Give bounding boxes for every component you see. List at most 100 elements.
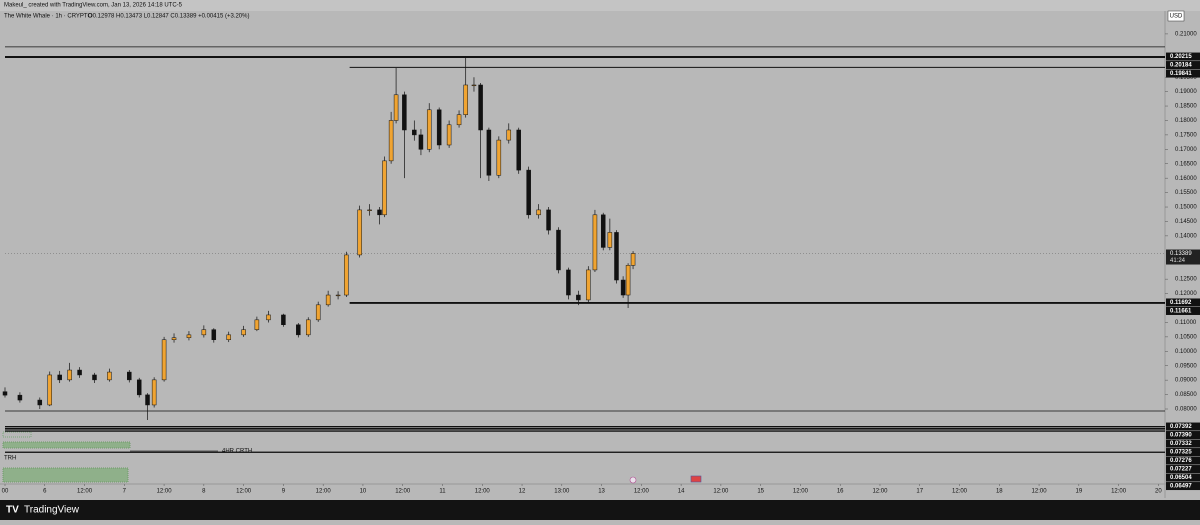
candle-body (201, 329, 207, 336)
x-tick-label: 12:00 (236, 489, 252, 495)
y-tick-label: 0.08500 (1175, 392, 1197, 398)
y-tick-label: 0.21000 (1175, 31, 1197, 37)
candle-body (254, 319, 260, 330)
y-tick-label: 0.10000 (1175, 349, 1197, 355)
level-tag (1166, 456, 1200, 465)
candle-body (127, 371, 132, 381)
annotation: TRH (4, 456, 16, 462)
level-label: 0.07276 (1170, 458, 1192, 464)
y-tick-label: 0.19000 (1175, 89, 1197, 95)
x-tick-label: 12:00 (713, 489, 729, 495)
level-tag (1166, 439, 1200, 448)
y-tick-label: 0.09000 (1175, 378, 1197, 384)
level-tag (1166, 473, 1200, 482)
candle-body (17, 394, 23, 401)
level-tag (1166, 465, 1200, 474)
x-tick-label: 12:00 (872, 489, 888, 495)
candle-body (600, 214, 606, 248)
candle-body (325, 294, 331, 306)
last-price-tag (1166, 249, 1200, 265)
candle-body (367, 209, 372, 211)
y-tick-label: 0.16500 (1175, 161, 1197, 167)
event-icon[interactable] (629, 476, 637, 484)
y-tick-label: 0.19500 (1175, 75, 1197, 81)
candle-body (402, 94, 407, 131)
event-icon[interactable] (690, 475, 702, 483)
candle-body (388, 120, 394, 162)
y-tick-label: 0.14500 (1175, 219, 1197, 225)
currency[interactable]: USD (1170, 14, 1183, 20)
y-tick-label: 0.11000 (1175, 320, 1197, 326)
candle-body (614, 232, 619, 281)
level-tag (1166, 298, 1200, 307)
level-label: 0.07390 (1170, 433, 1192, 439)
candle-body (586, 269, 591, 301)
zone-box (2, 467, 129, 483)
candle-body (516, 129, 521, 171)
x-tick-label: 18 (996, 489, 1003, 495)
x-tick-label: 8 (202, 489, 206, 495)
candle-body (186, 334, 192, 338)
candle-body (426, 109, 432, 150)
candle-body (630, 253, 636, 266)
candle-body (556, 229, 561, 271)
candle-body (607, 232, 613, 248)
y-tick-label: 0.17500 (1175, 132, 1197, 138)
level-tag (1166, 422, 1200, 431)
y-tick-label: 0.16000 (1175, 176, 1197, 182)
zone-box (2, 431, 32, 438)
x-tick-label: 12:00 (316, 489, 332, 495)
level-label: 0.07332 (1170, 441, 1192, 447)
candle-body (625, 265, 631, 296)
x-tick-label: 00 (2, 489, 9, 495)
x-tick-label: 12:00 (1111, 489, 1127, 495)
level-label: 0.06497 (1170, 484, 1192, 490)
candle-body (2, 391, 8, 396)
level-label: 0.07227 (1170, 467, 1192, 473)
ohlc: O0.12978 H0.13473 L0.12847 C0.13389 +0.0… (88, 14, 249, 20)
x-tick-label: 12:00 (1032, 489, 1048, 495)
y-tick-label: 0.12500 (1175, 277, 1197, 283)
level-label: 0.07392 (1170, 424, 1192, 430)
level-tag (1166, 448, 1200, 457)
candle-body (67, 369, 72, 381)
x-tick-label: 6 (43, 489, 47, 495)
candle-body (37, 399, 43, 406)
zone-box (2, 441, 131, 449)
x-tick-label: 13:00 (554, 489, 570, 495)
level-tag (1166, 306, 1200, 315)
currency-box[interactable] (1167, 10, 1185, 22)
level-label: 0.07325 (1170, 450, 1192, 456)
level-label: 0.20215 (1170, 54, 1192, 60)
candle-body (136, 379, 142, 396)
candle-body (335, 294, 341, 297)
candle-body (47, 374, 52, 406)
candle-body (151, 379, 157, 406)
x-tick-label: 19 (1075, 489, 1082, 495)
candle-body (446, 124, 452, 146)
x-tick-label: 12 (519, 489, 526, 495)
candle-body (241, 329, 246, 336)
candle-body (412, 129, 417, 136)
candle-body (357, 209, 362, 256)
level-label: 0.20184 (1170, 63, 1192, 69)
last-price-label: 0.13389 (1170, 251, 1192, 257)
level-tag (1166, 431, 1200, 440)
y-tick-label: 0.14000 (1175, 233, 1197, 239)
y-tick-label: 0.17000 (1175, 147, 1197, 153)
footer-bar (0, 500, 1200, 520)
x-tick-label: 12:00 (793, 489, 809, 495)
candle-body (161, 339, 167, 381)
candle-body (620, 279, 626, 296)
candle-body (456, 114, 462, 126)
y-tick-label: 0.18000 (1175, 118, 1197, 124)
level-tag (1166, 61, 1200, 70)
candle-body (344, 254, 349, 296)
credit: Makeul_ created with TradingView.com, Ja… (4, 3, 183, 9)
candle-body (57, 374, 62, 381)
level-label: 0.11661 (1170, 309, 1192, 315)
x-tick-label: 14 (678, 489, 685, 495)
